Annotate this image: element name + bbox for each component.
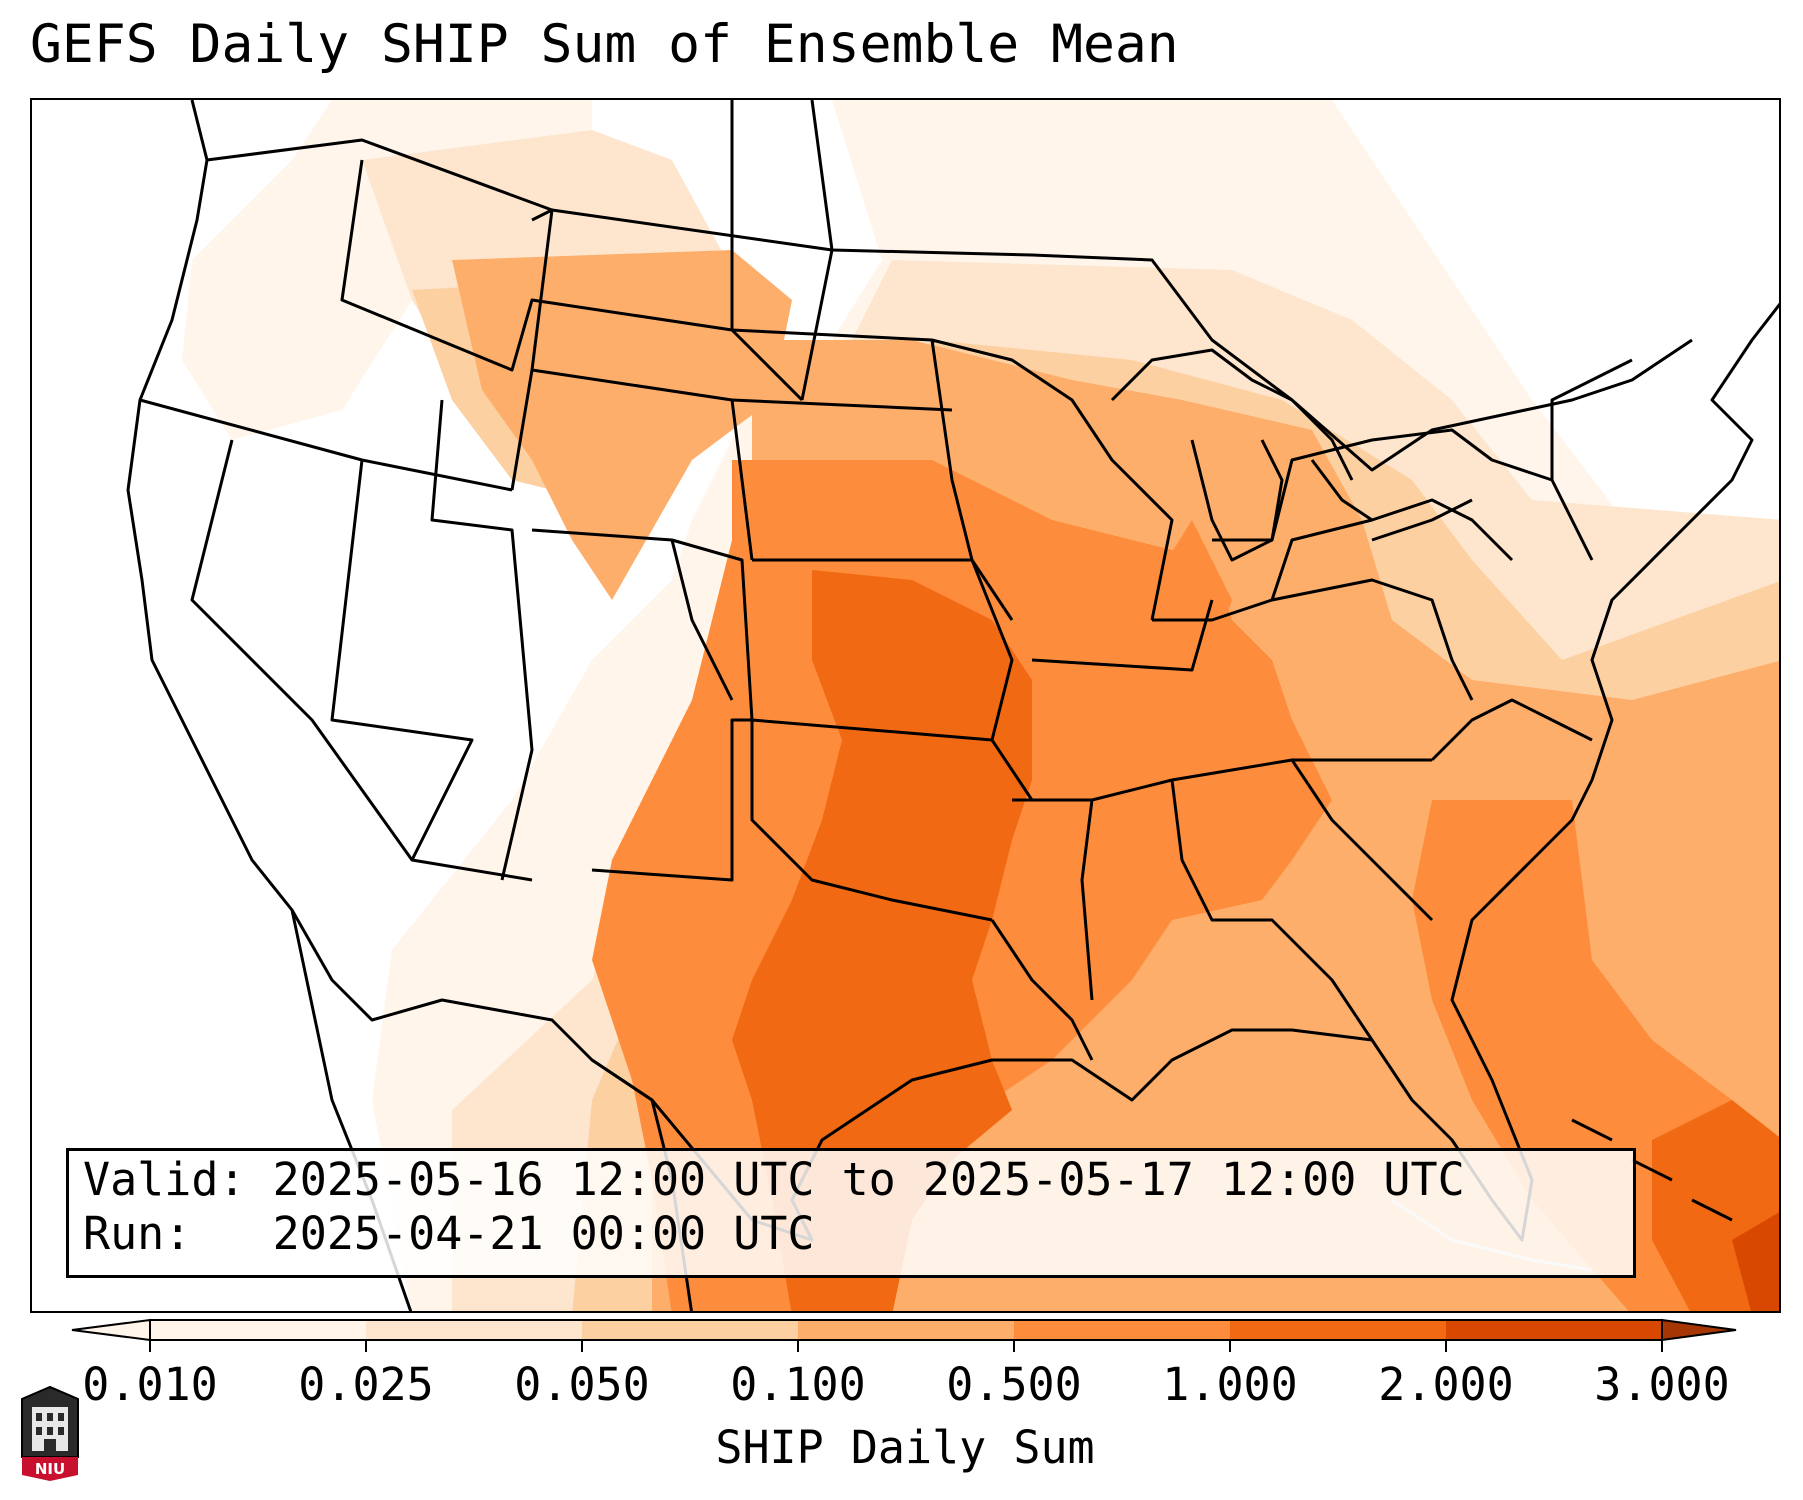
colorbar-bin-5 — [1014, 1320, 1230, 1340]
run-time-text: Run: 2025-04-21 00:00 UTC — [83, 1207, 815, 1260]
map-canvas — [126, 100, 1779, 1311]
state-lines-central — [591, 328, 1434, 1061]
colorbar-bin-7 — [1446, 1320, 1662, 1340]
colorbar-bin-2 — [366, 1320, 582, 1340]
colorbar-label: SHIP Daily Sum — [715, 1421, 1095, 1474]
bahamas — [1571, 1118, 1733, 1222]
shading-highest — [1732, 1212, 1779, 1311]
map-panel — [30, 98, 1781, 1313]
niu-logo-icon: NIU — [21, 1385, 79, 1481]
colorbar-bin-1 — [150, 1320, 366, 1340]
chart-title: GEFS Daily SHIP Sum of Ensemble Mean — [30, 14, 1179, 75]
tick-label-4: 0.500 — [946, 1358, 1082, 1411]
us-outline — [126, 100, 1779, 1242]
valid-time-text: Valid: 2025-05-16 12:00 UTC to 2025-05-1… — [83, 1153, 1465, 1206]
state-lines-east — [1152, 358, 1633, 762]
ship-shading — [182, 100, 1779, 1311]
colorbar-bin-4 — [798, 1320, 1014, 1340]
tick-label-3: 0.100 — [730, 1358, 866, 1411]
colorbar-extend-low — [71, 1318, 151, 1342]
colorbar-outline — [149, 1319, 1663, 1341]
logo-text: NIU — [35, 1460, 65, 1478]
valid-run-box: Valid: 2025-05-16 12:00 UTC to 2025-05-1… — [66, 1148, 1636, 1278]
colorbar — [71, 1318, 1737, 1352]
shading-high — [732, 570, 1779, 1311]
colorbar-bin-3 — [582, 1320, 798, 1340]
tick-label-6: 2.000 — [1378, 1358, 1514, 1411]
tick-label-2: 0.050 — [514, 1358, 650, 1411]
colorbar-bin-6 — [1230, 1320, 1446, 1340]
tick-label-0: 0.010 — [82, 1358, 218, 1411]
colorbar-extend-high — [1661, 1318, 1737, 1342]
tick-label-7: 3.000 — [1594, 1358, 1730, 1411]
tick-label-5: 1.000 — [1162, 1358, 1298, 1411]
colorbar-ticks — [149, 1340, 1663, 1352]
tick-label-1: 0.025 — [298, 1358, 434, 1411]
great-lakes-coast — [1110, 348, 1473, 562]
